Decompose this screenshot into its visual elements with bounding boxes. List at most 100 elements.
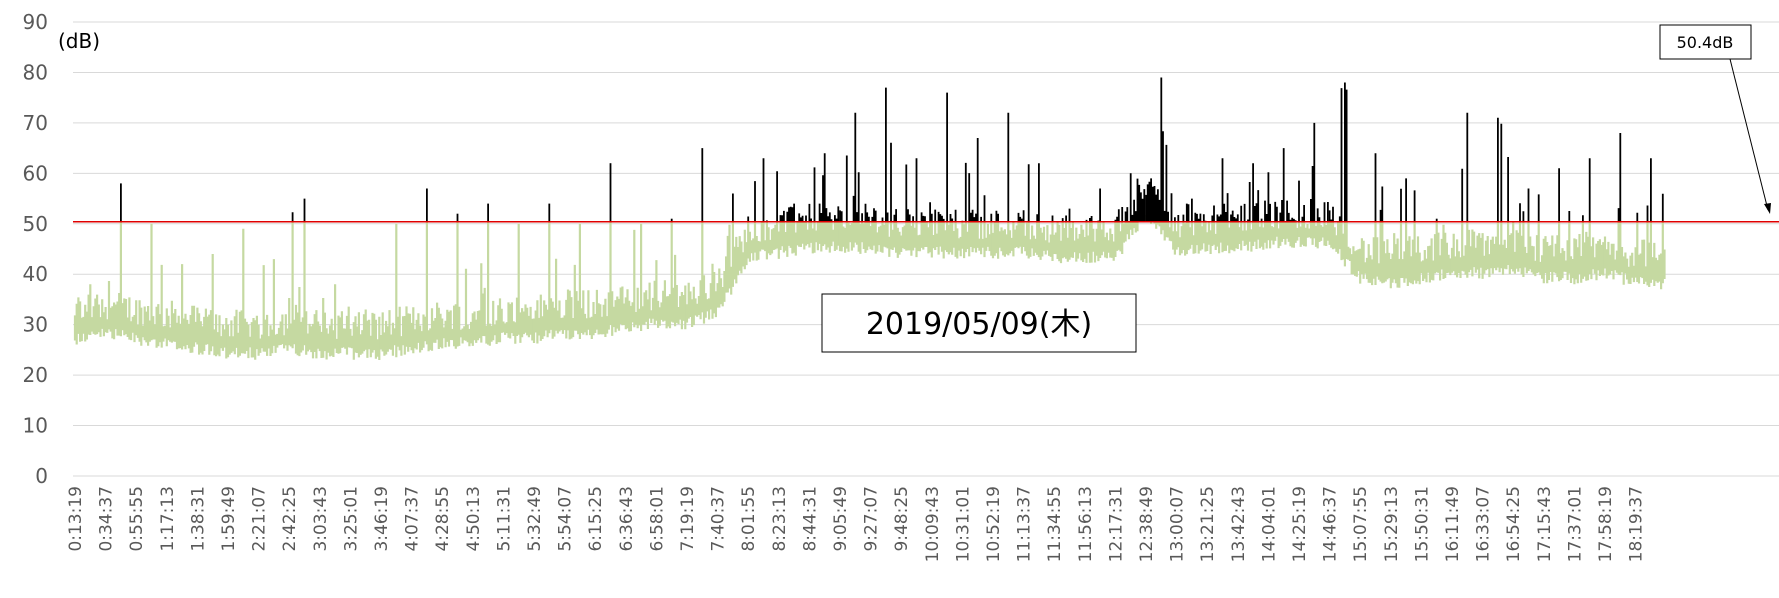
x-tick-label: 16:33:07 [1474,486,1494,562]
level-segment-above [839,112,870,222]
level-segment-below [1450,221,1482,279]
level-segment-below [1481,221,1513,279]
x-tick-label: 13:00:07 [1168,486,1188,562]
x-tick-label: 4:07:37 [403,486,423,552]
x-tick-label: 11:34:55 [1045,486,1065,562]
x-tick-label: 6:36:43 [617,486,637,552]
date-label: 2019/05/09(木) [866,307,1092,342]
x-tick-label: 6:15:25 [586,486,606,552]
level-segment-below [1297,221,1329,249]
level-segment-above [1022,163,1054,222]
threshold-callout-arrowhead [1764,203,1771,214]
x-tick-label: 0:13:19 [66,486,86,552]
x-tick-label: 17:58:19 [1596,486,1616,562]
level-segment-below [869,221,901,258]
y-tick-label: 20 [23,363,48,387]
level-segment-above [1236,163,1268,222]
level-segment-below [747,221,779,262]
level-segment-below [471,221,503,346]
level-segment-below [900,221,932,258]
level-below-threshold [73,215,1666,360]
y-axis-ticks: 0 10 20 30 40 50 60 70 80 90 [23,10,48,488]
y-tick-label: 70 [23,111,48,135]
x-tick-label: 13:21:25 [1198,486,1218,562]
x-tick-label: 2:21:07 [250,486,270,552]
level-segment-above [871,87,897,222]
level-segment-below [1573,221,1605,285]
level-segment-above [905,158,931,222]
level-segment-below [135,223,167,348]
x-tick-label: 10:09:43 [923,486,943,562]
level-segment-above [808,153,840,222]
level-segment-below [73,284,105,345]
level-segment-above [779,203,807,222]
level-segment-above [1177,198,1207,222]
level-segment-above [747,158,778,222]
level-segment-below [594,221,626,337]
x-tick-label: 15:50:31 [1412,486,1432,562]
level-segment-above [1374,153,1384,222]
x-tick-label: 4:50:13 [464,486,484,552]
level-segment-above [1461,112,1469,222]
y-tick-label: 90 [23,10,48,34]
level-segment-below [1603,221,1635,285]
x-tick-label: 3:25:01 [341,486,361,552]
x-tick-label: 18:19:37 [1627,486,1647,562]
level-segment-above [1497,117,1509,222]
x-tick-label: 10:52:19 [984,486,1004,562]
y-tick-label: 0 [35,464,48,488]
x-tick-label: 12:17:31 [1106,486,1126,562]
date-label-box [821,293,1137,353]
x-tick-label: 14:46:37 [1321,486,1341,562]
level-segment-below [808,221,840,254]
level-segment-below [1206,221,1238,254]
level-segment-below [379,223,411,358]
level-segment-below [1022,221,1054,261]
level-segment-above [1617,133,1622,222]
x-tick-label: 5:32:49 [525,486,545,552]
y-axis-unit-label: (dB) [58,29,100,53]
level-segment-above [1114,173,1146,222]
x-tick-label: 0:55:55 [127,486,147,552]
level-segment-below [349,309,381,360]
level-segment-above [1328,82,1348,222]
level-segment-above [1085,188,1101,222]
level-above-threshold [120,77,1664,222]
level-segment-above [1267,148,1297,222]
level-segment-below [1512,221,1544,279]
x-tick-label: 7:40:37 [709,486,729,552]
x-tick-label: 17:37:01 [1565,486,1585,562]
x-tick-label: 15:29:13 [1382,486,1402,562]
x-tick-label: 5:11:31 [494,486,514,552]
level-segment-above [1512,188,1540,222]
level-segment-above [1145,77,1176,222]
level-segment-below [288,221,320,359]
level-segment-below [441,221,473,349]
y-tick-label: 40 [23,262,48,286]
x-tick-label: 10:31:01 [953,486,973,562]
x-tick-label: 6:58:01 [647,486,667,552]
level-segment-below [226,228,258,360]
level-segment-above [1636,158,1664,222]
level-segment-above [1298,122,1329,222]
x-tick-label: 13:42:43 [1229,486,1249,562]
threshold-callout-pointer [1729,58,1769,211]
level-segment-below [838,221,870,254]
level-segment-below [1175,221,1207,256]
level-segment-below [930,221,962,259]
x-tick-label: 0:34:37 [97,486,117,552]
x-tick-label: 12:38:49 [1137,486,1157,562]
level-segment-below [1389,221,1421,289]
level-segment-below [1267,221,1299,249]
level-segment-below [716,221,748,308]
level-segment-below [1053,221,1085,264]
x-tick-label: 5:54:07 [556,486,576,552]
x-tick-label: 1:38:31 [188,486,208,552]
x-tick-label: 2:42:25 [280,486,300,552]
x-tick-label: 8:23:13 [770,486,790,552]
threshold-callout-box [1659,24,1752,60]
x-tick-label: 4:28:55 [433,486,453,552]
level-segment-below [502,223,534,344]
x-tick-label: 17:15:43 [1535,486,1555,562]
x-tick-label: 8:01:55 [739,486,759,552]
